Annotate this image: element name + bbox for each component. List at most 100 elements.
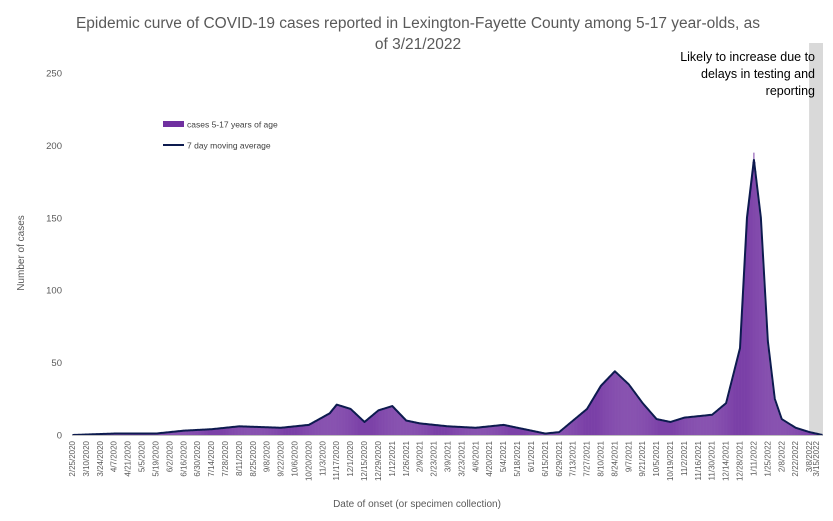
case-bar: [258, 427, 259, 435]
case-bar: [342, 406, 343, 435]
case-bar: [411, 422, 412, 435]
case-bar: [264, 427, 265, 435]
case-bar: [479, 427, 480, 435]
x-tick-label: 7/14/2020: [207, 440, 216, 476]
case-bar: [444, 426, 445, 435]
case-bar: [641, 402, 642, 435]
case-bar: [238, 426, 239, 435]
shaded-incomplete-region: [809, 43, 823, 435]
case-bar: [358, 416, 359, 435]
case-bar: [361, 419, 362, 435]
case-bar: [749, 190, 750, 435]
case-bar: [489, 426, 490, 435]
moving-average-layer: [72, 160, 822, 435]
case-bar: [242, 426, 243, 435]
case-bar: [246, 427, 247, 435]
case-bar: [653, 416, 654, 435]
case-bar: [611, 374, 612, 435]
case-bar: [782, 420, 783, 435]
case-bar: [385, 408, 386, 435]
case-bar: [737, 360, 738, 435]
case-bar: [660, 420, 661, 435]
case-bar: [669, 422, 670, 435]
case-bar: [699, 416, 700, 435]
case-bar: [684, 418, 685, 435]
case-bar: [463, 427, 464, 435]
case-bar: [349, 409, 350, 435]
case-bar: [243, 426, 244, 435]
case-bar: [296, 426, 297, 435]
case-bar: [262, 427, 263, 435]
case-bar: [462, 427, 463, 435]
case-bar: [278, 428, 279, 435]
case-bar: [428, 424, 429, 435]
case-bar: [650, 412, 651, 435]
case-bar: [570, 423, 571, 435]
case-bar: [458, 427, 459, 435]
y-tick-label: 50: [51, 358, 62, 369]
case-bar: [292, 427, 293, 435]
case-bar: [235, 427, 236, 435]
case-bar: [299, 426, 300, 435]
case-bar: [662, 420, 663, 435]
case-bar: [724, 405, 725, 435]
case-bar: [715, 412, 716, 435]
y-tick-label: 100: [46, 286, 62, 297]
case-bar: [456, 427, 457, 435]
case-bar: [426, 424, 427, 435]
case-bar: [767, 341, 768, 435]
x-tick-label: 8/25/2020: [249, 440, 258, 476]
case-bar: [606, 380, 607, 435]
case-bar: [734, 372, 735, 435]
case-bar: [506, 425, 507, 435]
x-tick-label: 6/29/2021: [555, 440, 564, 476]
case-bar: [736, 364, 737, 435]
case-bar: [330, 412, 331, 435]
case-bar: [695, 416, 696, 435]
case-bar: [689, 417, 690, 435]
case-bar: [324, 416, 325, 435]
case-bar: [251, 427, 252, 435]
case-bar: [359, 417, 360, 435]
case-bar: [379, 410, 380, 435]
case-bar: [717, 411, 718, 435]
x-tick-label: 8/11/2020: [235, 440, 244, 476]
case-bar: [468, 427, 469, 435]
case-bar: [362, 420, 363, 435]
case-bar: [453, 427, 454, 435]
case-bar: [313, 422, 314, 435]
case-bar: [333, 408, 334, 435]
case-bar: [777, 407, 778, 435]
x-tick-label: 9/8/2020: [263, 440, 272, 472]
case-bar: [445, 426, 446, 435]
case-bar: [500, 425, 501, 435]
case-bar: [636, 395, 637, 435]
case-bar: [280, 428, 281, 435]
case-bar: [592, 401, 593, 435]
case-bar: [676, 420, 677, 435]
case-bar: [685, 418, 686, 435]
case-bar: [387, 408, 388, 435]
case-bar: [719, 409, 720, 435]
case-bar: [357, 415, 358, 435]
case-bar: [501, 425, 502, 435]
case-bar: [630, 387, 631, 435]
case-bar: [336, 405, 337, 435]
case-bar: [325, 415, 326, 435]
case-bar: [274, 428, 275, 435]
case-bar: [496, 426, 497, 435]
case-bar: [281, 428, 282, 435]
case-bar: [383, 409, 384, 435]
x-tick-label: 5/18/2021: [513, 440, 522, 476]
case-bar: [755, 171, 756, 435]
case-bar: [688, 417, 689, 435]
case-bar: [632, 390, 633, 435]
case-bar: [723, 406, 724, 435]
case-bar: [492, 426, 493, 435]
case-bar: [412, 422, 413, 435]
case-bar: [438, 425, 439, 435]
chart-title-line-1: Epidemic curve of COVID-19 cases reporte…: [76, 15, 760, 32]
case-bar: [512, 427, 513, 435]
case-bar: [776, 405, 777, 435]
x-tick-label: 12/28/2021: [736, 440, 745, 481]
